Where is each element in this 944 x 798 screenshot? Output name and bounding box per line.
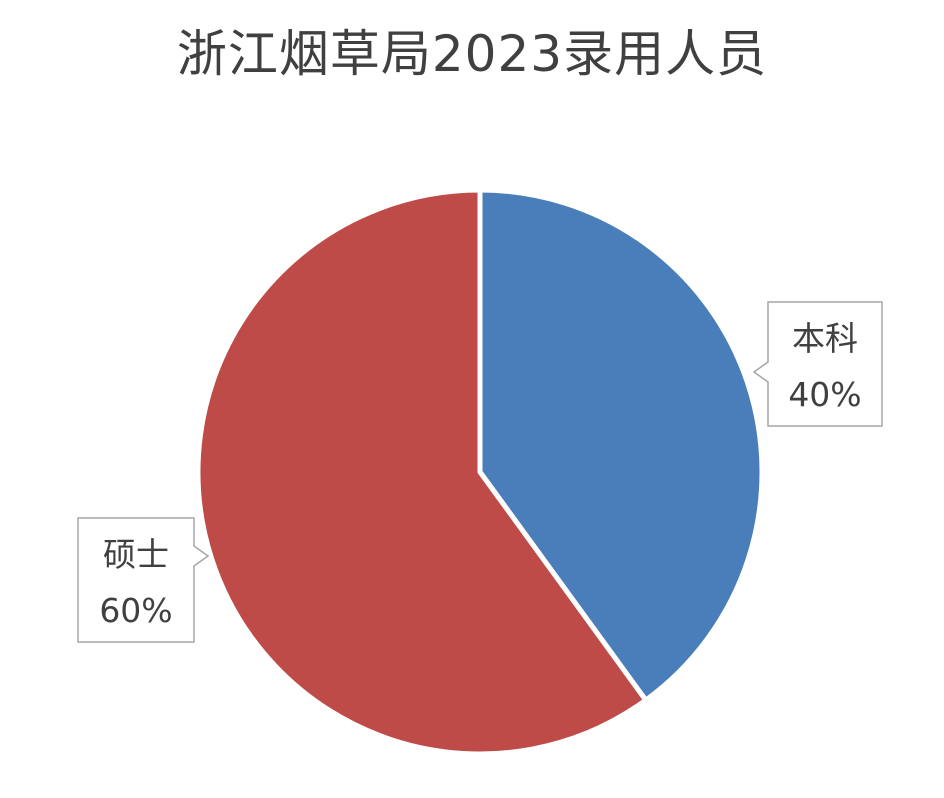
data-label-category: 本科 <box>792 319 858 358</box>
data-label-value: 60% <box>99 591 172 630</box>
data-label-2: 硕士 60% <box>77 517 210 643</box>
pie-slice-2 <box>195 187 649 757</box>
chart-title: 浙江烟草局2023录用人员 <box>176 25 768 83</box>
pie-slice-1 <box>477 187 765 703</box>
data-label-1: 本科 40% <box>752 301 883 427</box>
data-label-box <box>752 301 883 427</box>
data-label-value: 40% <box>788 375 861 414</box>
data-label-category: 硕士 <box>103 535 169 574</box>
data-label-box <box>77 517 210 643</box>
